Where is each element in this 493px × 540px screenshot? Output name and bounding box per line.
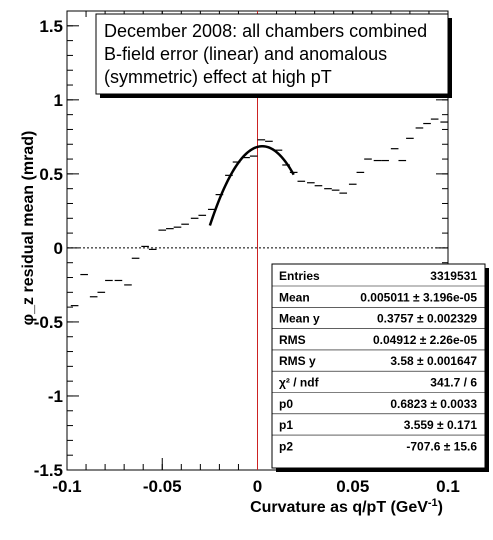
stat-value: 0.005011 ± 3.196e-05 — [360, 290, 477, 304]
stat-label: Mean — [279, 290, 310, 304]
stats-box-shadow-bottom — [276, 468, 489, 472]
stat-value: 0.6823 ± 0.0033 — [390, 397, 477, 411]
statistics-box: Entries 3319531 Mean 0.005011 ± 3.196e-05 Me… — [271, 263, 489, 472]
title-box-shadow-bottom — [100, 94, 452, 98]
stat-label: RMS y — [279, 354, 316, 368]
x-tick-label: -0.05 — [143, 477, 182, 496]
stat-value: 0.04912 ± 2.26e-05 — [373, 333, 477, 347]
stat-value: 3.58 ± 0.001647 — [390, 354, 477, 368]
x-axis-title-main: Curvature as q/pT (GeV — [250, 499, 428, 516]
title-line-1: December 2008: all chambers combined — [104, 21, 427, 41]
x-axis-title-sup: -1 — [428, 497, 438, 509]
stat-value: 341.7 / 6 — [430, 376, 477, 390]
y-tick-label: 0.5 — [39, 165, 63, 184]
stat-label: Entries — [279, 269, 320, 283]
stat-label: p2 — [279, 439, 293, 453]
x-tick-label: 0.05 — [336, 477, 369, 496]
stat-label: p0 — [279, 397, 293, 411]
y-tick-label: 1 — [54, 91, 63, 110]
stat-value: 3.559 ± 0.171 — [404, 418, 478, 432]
y-tick-label: -0.5 — [34, 313, 63, 332]
x-axis-title: Curvature as q/pT (GeV-1) — [250, 497, 443, 516]
fit-curve — [208, 144, 295, 226]
y-axis-title: φ_z residual mean (mrad) — [20, 131, 37, 326]
tick-labels: -0.1 -0.05 0 0.05 0.1 -1.5 -1 -0.5 0 0.5 1 1.5 — [34, 17, 460, 496]
title-box: December 2008: all chambers combined B-f… — [95, 13, 452, 98]
y-tick-label: 0 — [54, 239, 63, 258]
x-tick-label: -0.1 — [52, 477, 81, 496]
data-points — [70, 118, 448, 307]
y-tick-label: 1.5 — [39, 17, 63, 36]
stat-label: Mean y — [279, 312, 320, 326]
y-tick-label: -1 — [48, 387, 63, 406]
x-tick-label: 0.1 — [436, 477, 460, 496]
stat-value: 0.3757 ± 0.002329 — [377, 312, 477, 326]
x-tick-label: 0 — [253, 477, 262, 496]
stats-rows: Entries 3319531 Mean 0.005011 ± 3.196e-05 Me… — [272, 269, 485, 453]
y-tick-label: -1.5 — [34, 461, 63, 480]
stat-label: χ² / ndf — [279, 376, 320, 390]
title-line-3: (symmetric) effect at high pT — [104, 67, 332, 87]
stat-value: -707.6 ± 15.6 — [406, 439, 477, 453]
stat-label: RMS — [279, 333, 306, 347]
stat-value: 3319531 — [430, 269, 477, 283]
title-box-shadow-right — [448, 18, 452, 98]
title-box-frame — [95, 13, 449, 95]
stats-box-shadow-right — [485, 268, 489, 472]
stats-box-frame — [271, 263, 486, 469]
title-line-2: B-field error (linear) and anomalous — [104, 44, 387, 64]
stat-label: p1 — [279, 418, 293, 432]
x-axis-title-end: ) — [438, 499, 443, 516]
